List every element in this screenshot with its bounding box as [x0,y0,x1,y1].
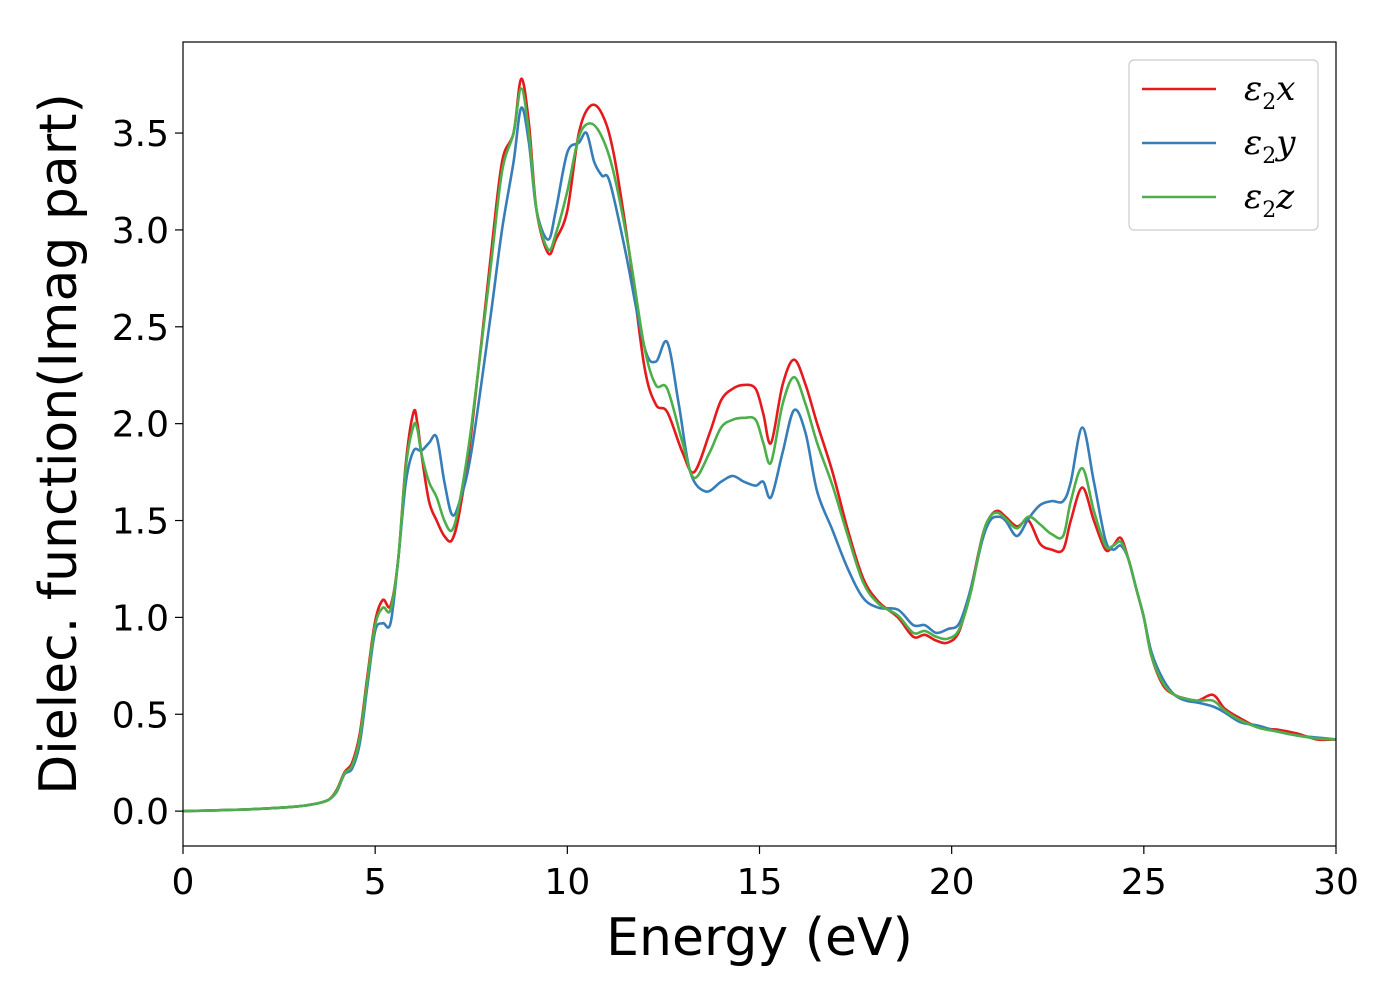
y-tick-label: 2.0 [112,405,169,446]
x-tick-label: 15 [737,862,783,903]
x-tick-label: 25 [1121,862,1167,903]
x-tick-label: 20 [929,862,975,903]
x-tick-label: 30 [1313,862,1359,903]
y-axis: 0.0 0.5 1.0 1.5 2.0 2.5 3.0 3.5 [112,114,183,833]
legend-label: ε2y [1244,123,1296,169]
series-line-z [183,87,1336,813]
legend: ε2x ε2y ε2z [1128,59,1319,231]
legend-label: ε2z [1244,177,1295,223]
y-tick-label: 0.5 [112,695,169,736]
legend-frame [1128,59,1319,231]
y-tick-label: 3.0 [112,211,169,252]
y-axis-title: Dielec. function(Imag part) [29,93,89,795]
x-axis: 0 5 10 15 20 25 30 [172,846,1359,903]
series-line-x [183,77,1336,813]
x-tick-label: 0 [172,862,195,903]
y-tick-label: 1.0 [112,598,169,639]
x-tick-label: 5 [364,862,387,903]
x-axis-title: Energy (eV) [606,908,913,968]
y-tick-label: 0.0 [112,792,169,833]
series-layer [183,77,1336,813]
legend-label: ε2x [1244,69,1295,115]
y-tick-label: 2.5 [112,308,169,349]
x-tick-label: 10 [544,862,590,903]
y-tick-label: 3.5 [112,114,169,155]
series-line-y [183,106,1336,813]
y-tick-label: 1.5 [112,502,169,543]
